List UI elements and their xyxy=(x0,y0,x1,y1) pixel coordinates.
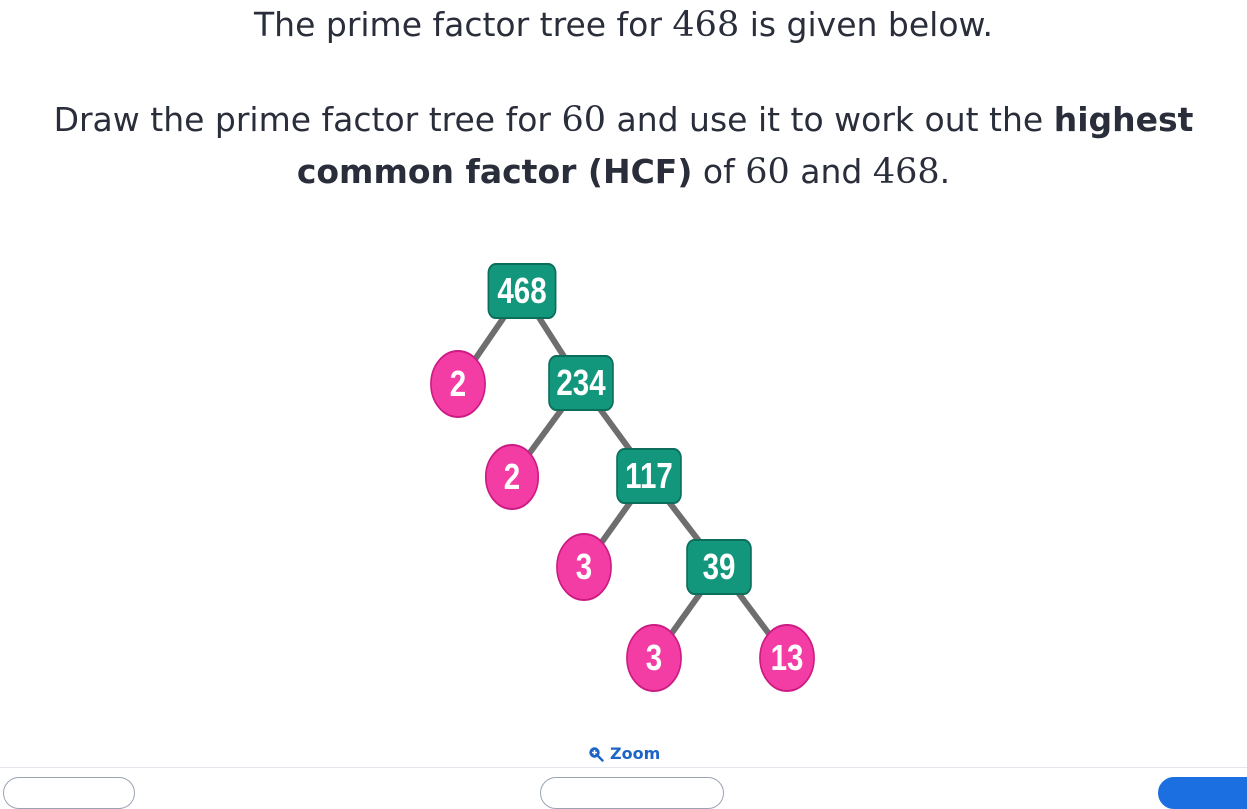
prime-factor-node: 3 xyxy=(626,624,682,692)
question-line-3: common factor (HCF) of 60 and 468. xyxy=(0,152,1247,192)
composite-factor-node: 234 xyxy=(548,355,614,411)
composite-factor-node: 468 xyxy=(487,263,557,319)
question-text: is given below. xyxy=(739,5,993,44)
prime-factor-node: 2 xyxy=(484,444,540,510)
prime-factor-node: 3 xyxy=(556,533,612,601)
prime-factor-node: 13 xyxy=(759,624,815,692)
question-text: . xyxy=(939,152,951,191)
math-number: 60 xyxy=(745,152,790,192)
footer-divider xyxy=(0,767,1247,768)
zoom-button[interactable]: Zoom xyxy=(588,744,660,763)
composite-factor-node: 117 xyxy=(616,448,682,504)
footer-right-button[interactable] xyxy=(1158,777,1247,809)
question-bold-text: highest xyxy=(1053,100,1194,139)
math-number: 468 xyxy=(672,5,740,45)
question-text: and xyxy=(789,152,873,191)
composite-factor-node: 39 xyxy=(686,539,752,595)
math-number: 60 xyxy=(561,100,606,140)
question-bold-text: common factor (HCF) xyxy=(296,152,693,191)
zoom-in-icon xyxy=(589,746,604,762)
prime-factor-node: 2 xyxy=(430,350,486,418)
footer-middle-button[interactable] xyxy=(540,777,724,809)
math-number: 468 xyxy=(872,152,940,192)
zoom-label: Zoom xyxy=(610,744,661,763)
footer-left-button[interactable] xyxy=(3,777,135,809)
question-text: The prime factor tree for xyxy=(254,5,673,44)
question-text: Draw the prime factor tree for xyxy=(53,100,562,139)
factor-tree-edges xyxy=(455,289,790,660)
question-text: of xyxy=(692,152,746,191)
question-line-2: Draw the prime factor tree for 60 and us… xyxy=(0,100,1247,140)
question-line-1: The prime factor tree for 468 is given b… xyxy=(0,5,1247,45)
question-text: and use it to work out the xyxy=(605,100,1054,139)
